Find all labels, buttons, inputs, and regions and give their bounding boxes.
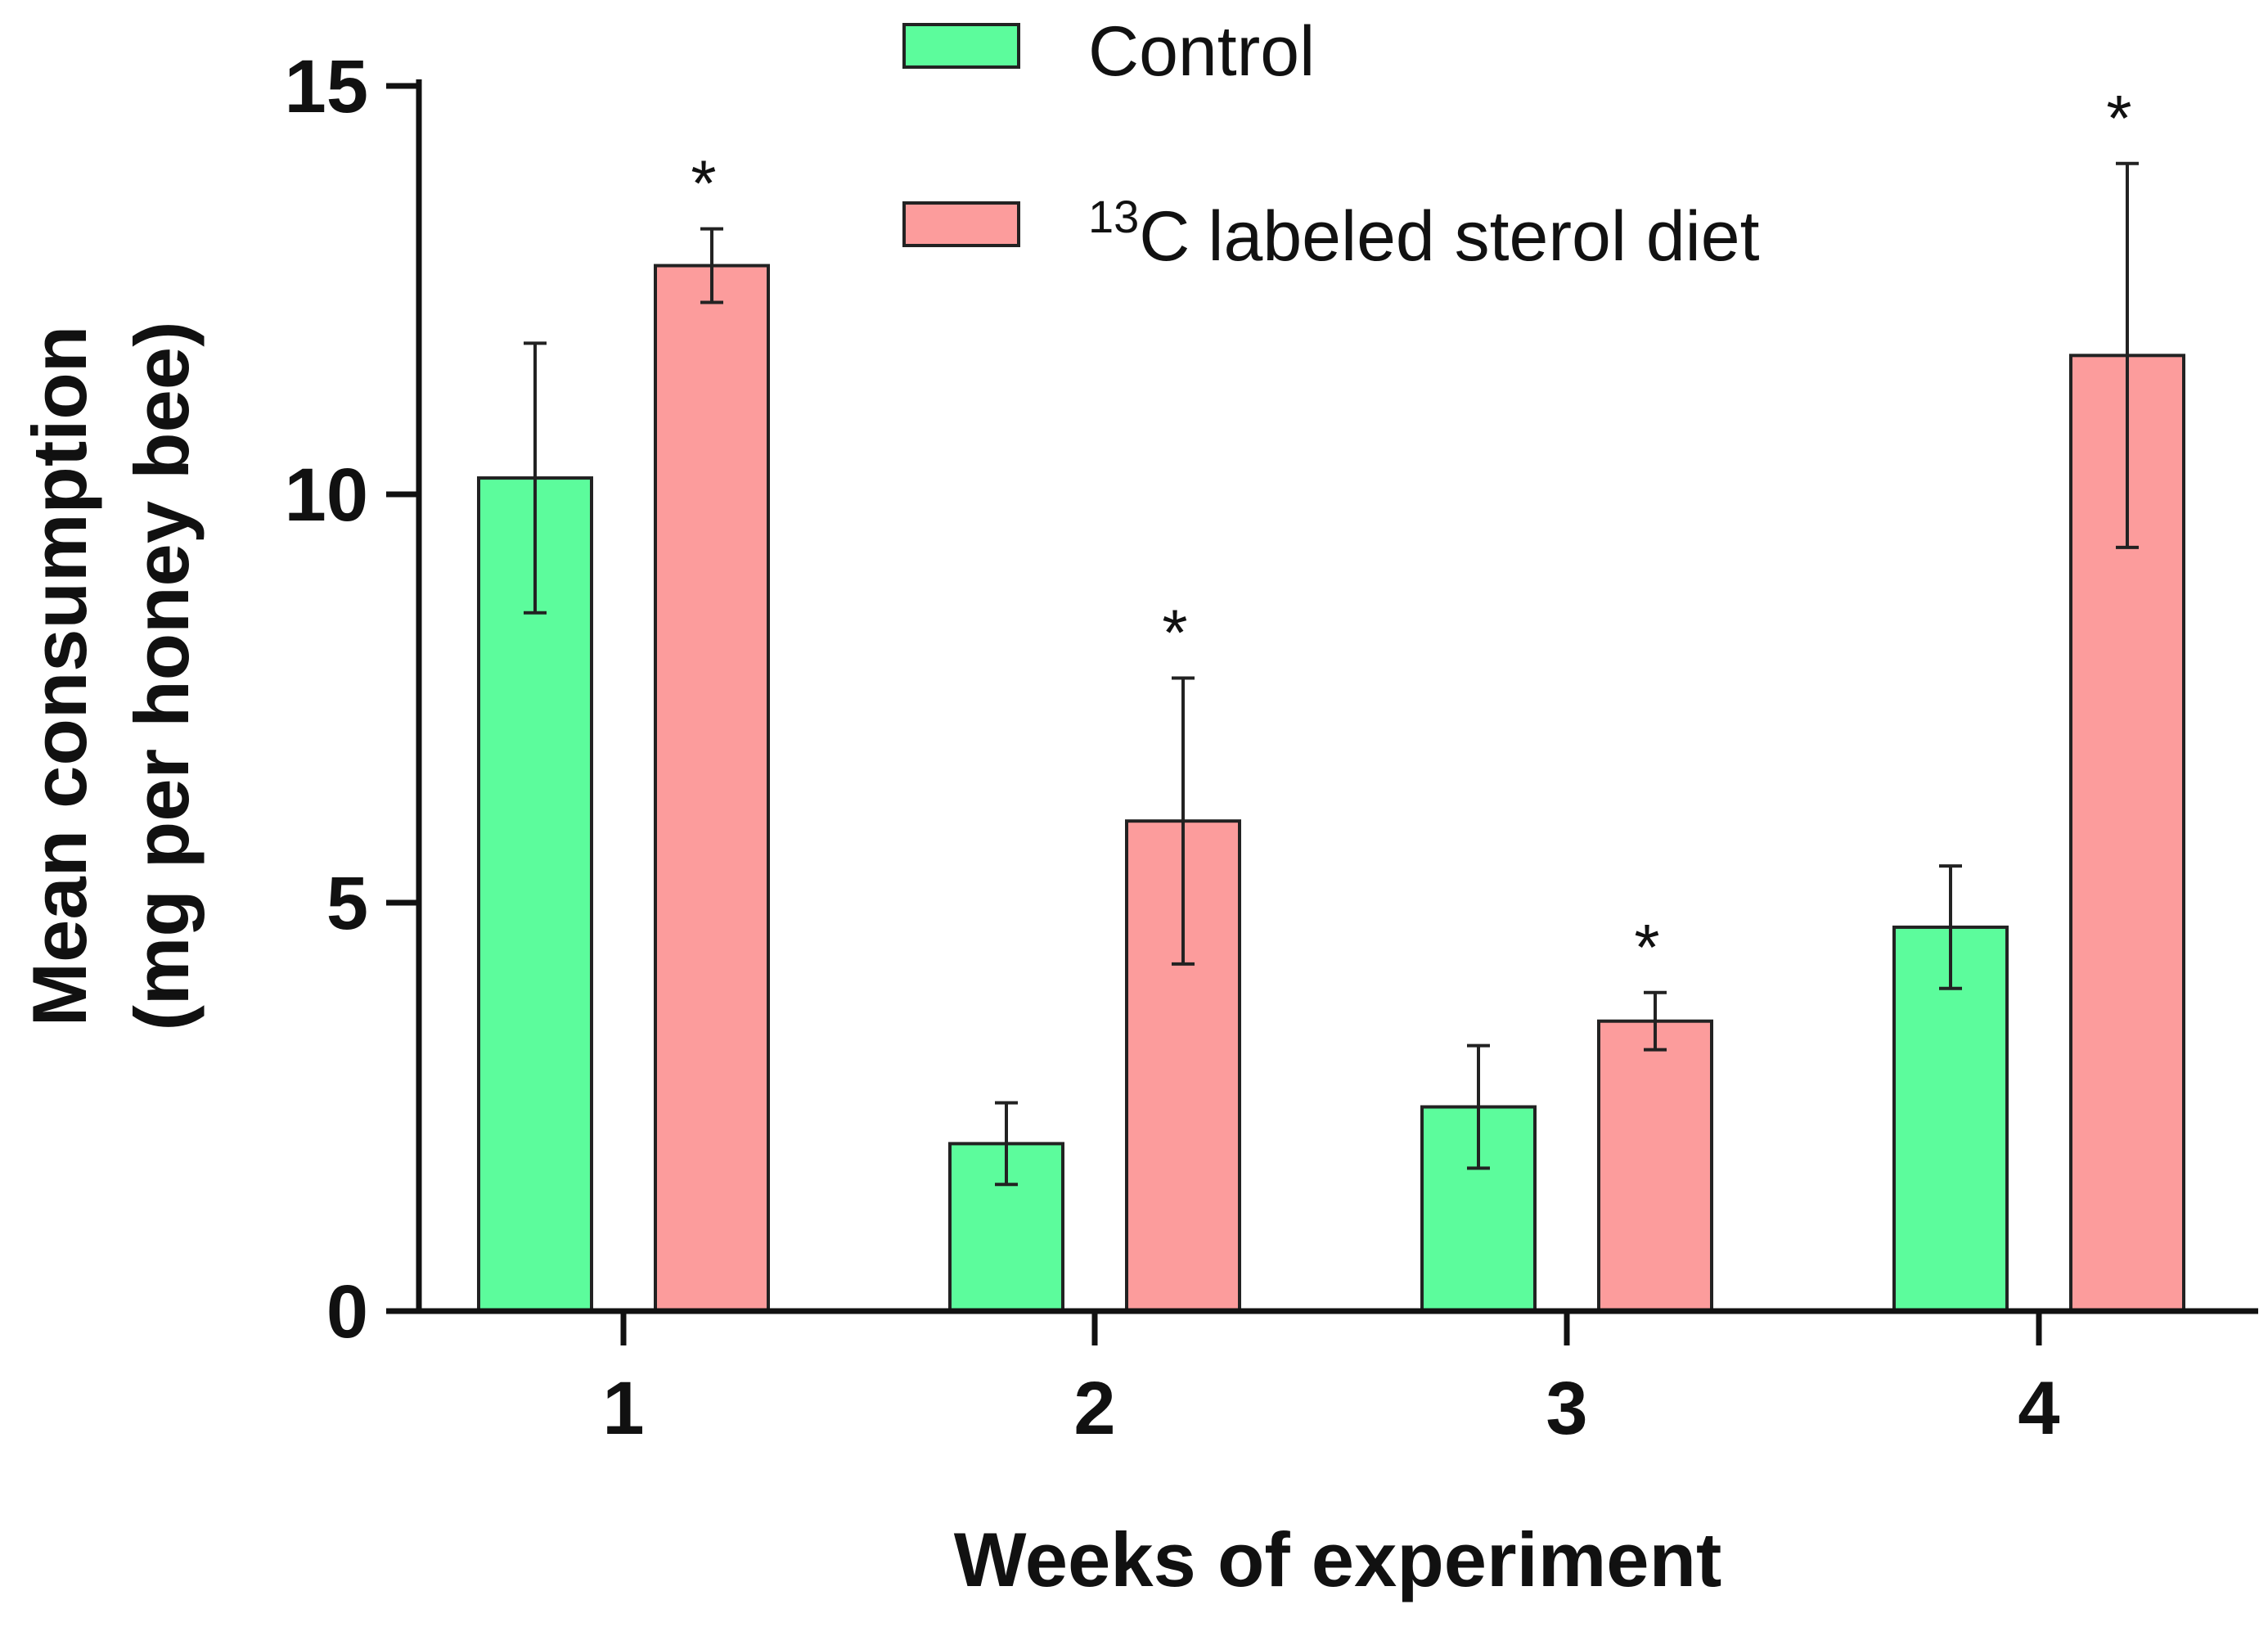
legend-swatch-control xyxy=(902,23,1020,69)
legend-label-sterol-prefix: C xyxy=(1139,197,1190,276)
legend-label-control: Control xyxy=(1088,12,1315,91)
y-tick-label-2: 10 xyxy=(285,453,368,537)
x-axis-title: Weeks of experiment xyxy=(954,1517,1722,1602)
legend-label-sterol-superscript: 13 xyxy=(1088,191,1139,242)
bar-s0-c0 xyxy=(477,476,593,1313)
legend: Control 13C labeled sterol diet xyxy=(902,12,1760,276)
significance-star-s1-c0: * xyxy=(691,147,716,220)
plot-area: * * * * 0 5 10 15 1 2 3 4 xyxy=(285,45,2258,1450)
significance-star-s1-c3: * xyxy=(2106,82,2131,155)
y-axis-title-line-2: (mg per honey bee) xyxy=(119,321,205,1030)
significance-star-s1-c1: * xyxy=(1162,597,1187,669)
x-tick-label-3: 4 xyxy=(2018,1367,2059,1450)
y-tick-label-1: 5 xyxy=(326,862,368,945)
legend-label-sterol-name: labeled sterol diet xyxy=(1208,197,1759,276)
y-axis-title-line-1: Mean consumption xyxy=(16,326,102,1026)
legend-swatch-sterol xyxy=(902,201,1020,247)
legend-label-sterol: 13C labeled sterol diet xyxy=(1088,191,1760,276)
y-axis-title: Mean consumption (mg per honey bee) xyxy=(16,321,205,1030)
bar-s1-c2 xyxy=(1597,1019,1713,1313)
y-tick-label-0: 0 xyxy=(326,1270,368,1354)
y-tick-label-3: 15 xyxy=(285,45,368,128)
significance-star-s1-c2: * xyxy=(1634,911,1659,984)
bar-s1-c0 xyxy=(654,264,770,1313)
x-tick-label-2: 3 xyxy=(1546,1367,1587,1450)
x-tick-label-0: 1 xyxy=(602,1367,644,1450)
bar-s0-c3 xyxy=(1892,925,2009,1313)
x-tick-label-1: 2 xyxy=(1073,1367,1115,1450)
